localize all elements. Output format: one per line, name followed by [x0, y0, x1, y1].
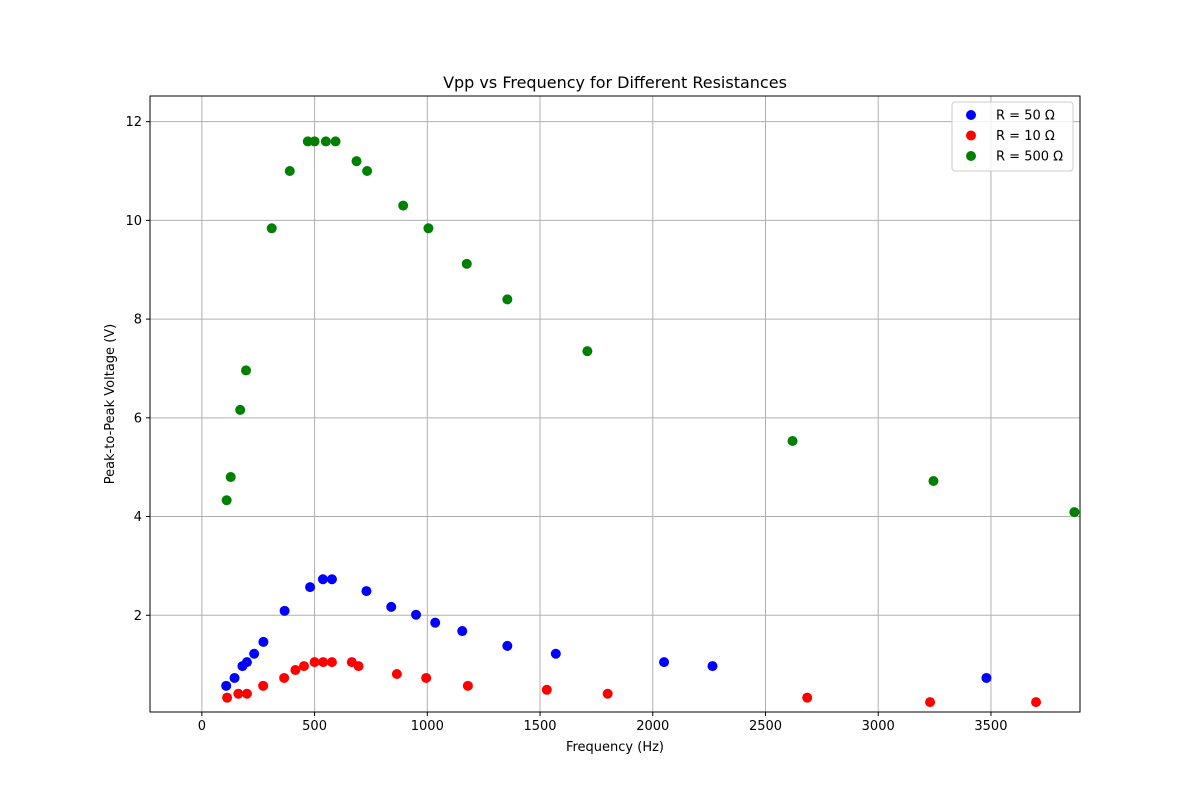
data-point — [318, 657, 329, 668]
y-axis-ticks: 2 4 6 8 10 12 — [125, 115, 150, 624]
data-point — [391, 668, 402, 679]
data-point — [462, 680, 473, 691]
data-point — [353, 661, 364, 672]
data-point — [361, 586, 372, 597]
data-point — [309, 136, 320, 147]
data-point — [411, 609, 422, 620]
data-point — [330, 136, 341, 147]
data-point — [320, 136, 331, 147]
data-point — [305, 582, 316, 593]
data-point — [233, 688, 244, 699]
data-point — [225, 472, 236, 483]
data-point — [398, 200, 409, 211]
data-point — [221, 680, 232, 691]
chart-title: Vpp vs Frequency for Different Resistanc… — [443, 73, 787, 92]
data-point — [258, 636, 269, 647]
x-tick-label: 1500 — [523, 719, 556, 734]
data-point — [362, 166, 373, 177]
data-points — [221, 136, 1080, 708]
data-point — [284, 166, 295, 177]
data-point — [928, 476, 939, 486]
legend-label: R = 500 Ω — [996, 150, 1063, 165]
data-point — [290, 665, 301, 676]
data-point — [430, 617, 441, 628]
data-point — [659, 657, 670, 668]
data-point — [423, 223, 434, 234]
data-point — [326, 657, 337, 668]
data-point — [502, 640, 513, 651]
data-point — [235, 404, 246, 415]
legend: R = 50 Ω R = 10 Ω R = 500 Ω — [951, 101, 1074, 172]
legend-label: R = 50 Ω — [996, 109, 1055, 124]
series-2-points — [221, 136, 1080, 518]
x-tick-label: 1000 — [411, 719, 444, 734]
data-point — [707, 661, 718, 672]
data-point — [421, 672, 432, 683]
data-point — [266, 223, 277, 234]
data-point — [317, 574, 328, 585]
data-point — [326, 574, 337, 585]
data-point — [787, 436, 798, 447]
x-tick-label: 500 — [302, 719, 327, 734]
y-tick-label: 12 — [125, 115, 142, 130]
legend-marker — [966, 151, 976, 161]
plot-area-frame — [149, 95, 1081, 713]
data-point — [279, 605, 290, 616]
x-tick-label: 2500 — [749, 719, 782, 734]
y-tick-label: 6 — [134, 411, 142, 426]
data-point — [1069, 507, 1080, 518]
data-point — [249, 648, 260, 659]
data-point — [222, 692, 233, 703]
data-point — [241, 657, 252, 668]
legend-frame — [951, 101, 1074, 172]
data-point — [541, 684, 552, 695]
data-point — [925, 697, 936, 708]
data-point — [351, 156, 362, 167]
data-point — [502, 294, 513, 305]
series-0-points — [221, 574, 992, 691]
x-tick-label: 0 — [198, 719, 206, 734]
x-tick-label: 3500 — [974, 719, 1007, 734]
data-point — [309, 657, 320, 668]
data-point — [602, 688, 613, 699]
data-point — [457, 626, 468, 637]
x-tick-label: 2000 — [636, 719, 669, 734]
legend-marker — [966, 130, 976, 141]
legend-marker — [966, 110, 976, 120]
data-point — [386, 601, 397, 612]
series-1-points — [222, 657, 1042, 708]
data-point — [1031, 697, 1042, 708]
data-point — [298, 661, 309, 672]
data-point — [241, 688, 252, 699]
y-tick-label: 4 — [134, 510, 142, 525]
data-point — [279, 672, 290, 683]
y-axis-label: Peak-to-Peak Voltage (V) — [103, 324, 118, 484]
data-point — [221, 495, 232, 506]
data-point — [241, 365, 252, 376]
x-tick-label: 3000 — [862, 719, 895, 734]
legend-label: R = 10 Ω — [996, 129, 1055, 144]
data-point — [229, 672, 240, 683]
x-axis-ticks: 0 500 1000 1500 2000 2500 3000 3500 — [198, 712, 1007, 734]
data-point — [981, 672, 992, 683]
y-tick-label: 2 — [134, 609, 142, 624]
data-point — [461, 258, 472, 269]
grid — [150, 96, 1080, 712]
data-point — [802, 692, 813, 703]
x-axis-label: Frequency (Hz) — [566, 740, 664, 755]
data-point — [258, 680, 269, 691]
data-point — [550, 648, 561, 659]
y-tick-label: 8 — [134, 313, 142, 328]
y-tick-label: 10 — [125, 214, 142, 229]
data-point — [582, 346, 593, 357]
